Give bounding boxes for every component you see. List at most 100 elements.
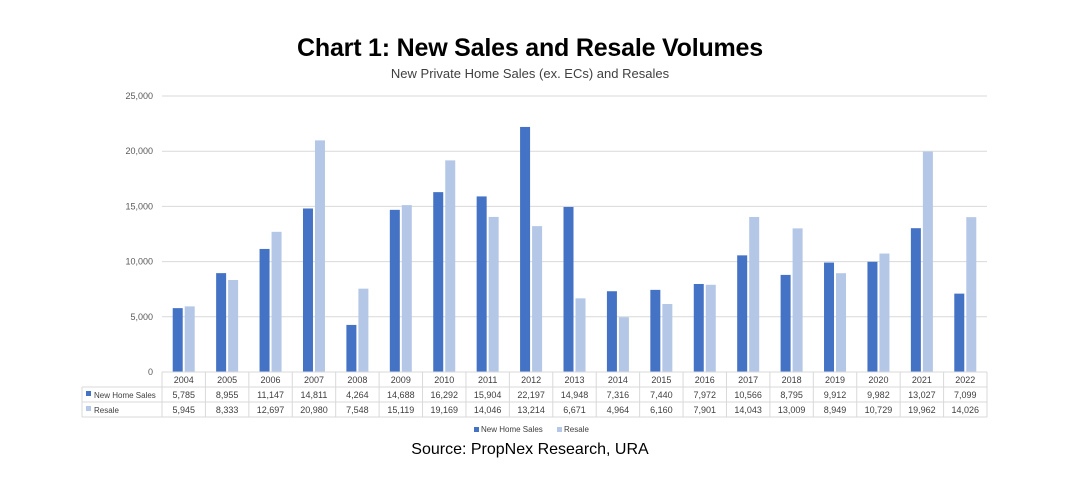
bar-new-home-sales bbox=[910, 228, 921, 372]
bar-resale bbox=[922, 151, 933, 372]
data-label: 5,785 bbox=[172, 390, 195, 400]
bar-new-home-sales bbox=[433, 192, 444, 372]
data-label: 12,697 bbox=[257, 405, 285, 415]
data-label: 15,119 bbox=[387, 405, 414, 415]
data-label: 8,795 bbox=[780, 390, 803, 400]
x-tick-label: 2006 bbox=[261, 375, 281, 385]
x-tick-label: 2016 bbox=[695, 375, 715, 385]
bar-new-home-sales bbox=[563, 206, 574, 372]
bar-resale bbox=[879, 253, 890, 372]
data-label: 13,027 bbox=[908, 390, 936, 400]
data-label: 13,009 bbox=[778, 405, 806, 415]
chart-subtitle: New Private Home Sales (ex. ECs) and Res… bbox=[390, 66, 670, 81]
data-label: 14,026 bbox=[952, 405, 980, 415]
bar-resale bbox=[445, 160, 456, 372]
table-legend-key bbox=[86, 391, 91, 396]
chart-title: Chart 1: New Sales and Resale Volumes bbox=[297, 34, 763, 62]
bar-resale bbox=[401, 205, 412, 372]
x-tick-label: 2004 bbox=[174, 375, 194, 385]
bar-new-home-sales bbox=[824, 262, 835, 372]
x-tick-label: 2013 bbox=[564, 375, 584, 385]
bar-resale bbox=[184, 306, 195, 372]
x-tick-label: 2008 bbox=[347, 375, 367, 385]
bar-resale bbox=[662, 303, 673, 372]
bar-resale bbox=[271, 231, 282, 372]
data-label: 8,333 bbox=[216, 405, 239, 415]
data-label: 13,214 bbox=[517, 405, 545, 415]
data-label: 14,948 bbox=[561, 390, 589, 400]
x-tick-label: 2019 bbox=[825, 375, 845, 385]
data-label: 7,548 bbox=[346, 405, 369, 415]
x-tick-label: 2012 bbox=[521, 375, 541, 385]
x-tick-label: 2022 bbox=[955, 375, 975, 385]
chart-source: Source: PropNex Research, URA bbox=[411, 441, 649, 458]
data-label: 8,955 bbox=[216, 390, 239, 400]
data-label: 6,671 bbox=[563, 405, 586, 415]
bar-new-home-sales bbox=[737, 255, 748, 372]
bar-new-home-sales bbox=[476, 196, 487, 372]
bar-resale bbox=[792, 228, 803, 372]
data-label: 7,099 bbox=[954, 390, 977, 400]
bar-new-home-sales bbox=[606, 291, 617, 372]
bar-new-home-sales bbox=[954, 293, 965, 372]
data-label: 14,046 bbox=[474, 405, 502, 415]
data-label: 16,292 bbox=[430, 390, 458, 400]
bar-new-home-sales bbox=[389, 209, 400, 372]
bar-new-home-sales bbox=[867, 261, 878, 372]
x-tick-label: 2009 bbox=[391, 375, 411, 385]
bar-resale bbox=[228, 280, 239, 372]
data-label: 4,264 bbox=[346, 390, 369, 400]
data-label: 10,729 bbox=[865, 405, 893, 415]
x-tick-label: 2017 bbox=[738, 375, 758, 385]
data-label: 7,440 bbox=[650, 390, 673, 400]
bar-new-home-sales bbox=[520, 126, 531, 372]
bar-resale bbox=[966, 217, 977, 372]
y-tick-label: 15,000 bbox=[125, 201, 153, 211]
y-tick-label: 25,000 bbox=[125, 91, 153, 101]
bar-resale bbox=[358, 288, 369, 372]
data-label: 22,197 bbox=[517, 390, 545, 400]
data-label: 4,964 bbox=[607, 405, 630, 415]
bar-resale bbox=[314, 140, 325, 372]
bar-new-home-sales bbox=[302, 208, 313, 372]
x-tick-label: 2007 bbox=[304, 375, 324, 385]
bar-resale bbox=[488, 216, 499, 372]
data-label: 7,972 bbox=[693, 390, 716, 400]
data-label: 9,912 bbox=[824, 390, 847, 400]
data-label: 5,945 bbox=[172, 405, 195, 415]
y-tick-label: 10,000 bbox=[125, 257, 153, 267]
bar-resale bbox=[836, 273, 847, 372]
bar-new-home-sales bbox=[780, 274, 791, 372]
bar-resale bbox=[749, 216, 760, 372]
bar-new-home-sales bbox=[693, 283, 704, 372]
x-tick-label: 2018 bbox=[782, 375, 802, 385]
legend-label: Resale bbox=[564, 425, 589, 434]
data-label: 7,901 bbox=[693, 405, 716, 415]
x-tick-label: 2005 bbox=[217, 375, 237, 385]
y-tick-label: 0 bbox=[148, 367, 153, 377]
legend-label: New Home Sales bbox=[481, 425, 543, 434]
y-tick-label: 20,000 bbox=[125, 146, 153, 156]
data-label: 10,566 bbox=[734, 390, 762, 400]
bar-new-home-sales bbox=[346, 324, 357, 372]
x-tick-label: 2015 bbox=[651, 375, 671, 385]
data-label: 19,169 bbox=[430, 405, 458, 415]
bar-resale bbox=[532, 226, 543, 372]
data-label: 15,904 bbox=[474, 390, 502, 400]
y-tick-label: 5,000 bbox=[130, 312, 153, 322]
x-tick-label: 2011 bbox=[478, 375, 497, 385]
bar-new-home-sales bbox=[172, 308, 183, 372]
data-label: 14,043 bbox=[734, 405, 762, 415]
x-tick-label: 2020 bbox=[868, 375, 888, 385]
data-label: 9,982 bbox=[867, 390, 890, 400]
data-label: 14,688 bbox=[387, 390, 415, 400]
x-tick-label: 2014 bbox=[608, 375, 628, 385]
data-label: 20,980 bbox=[300, 405, 328, 415]
x-tick-label: 2010 bbox=[434, 375, 454, 385]
legend-key bbox=[557, 427, 562, 432]
legend-key bbox=[474, 427, 479, 432]
table-series-name: New Home Sales bbox=[94, 391, 156, 400]
table-series-name: Resale bbox=[94, 406, 119, 415]
